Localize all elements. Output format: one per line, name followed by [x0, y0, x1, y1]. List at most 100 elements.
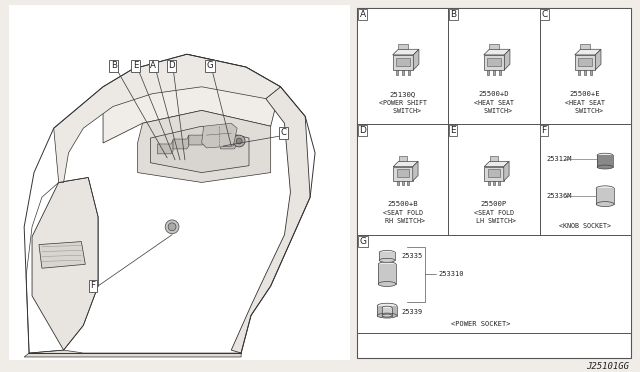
Polygon shape: [138, 110, 271, 182]
Bar: [596, 188, 614, 204]
Circle shape: [233, 135, 245, 147]
Circle shape: [236, 138, 242, 144]
Text: D: D: [168, 61, 175, 70]
Ellipse shape: [596, 186, 614, 191]
Ellipse shape: [597, 153, 613, 157]
Polygon shape: [575, 55, 595, 70]
Ellipse shape: [377, 303, 397, 308]
Text: C: C: [541, 10, 548, 19]
Polygon shape: [54, 54, 280, 182]
Polygon shape: [393, 49, 419, 55]
Ellipse shape: [597, 165, 613, 169]
Bar: [396, 70, 398, 74]
Bar: [499, 70, 500, 74]
Text: B: B: [111, 61, 117, 70]
Text: 25500+D: 25500+D: [479, 91, 509, 97]
Text: 25130Q: 25130Q: [390, 91, 416, 97]
Text: 25312M: 25312M: [547, 156, 572, 162]
Circle shape: [168, 223, 176, 231]
Text: <HEAT SEAT
  SWITCH>: <HEAT SEAT SWITCH>: [474, 100, 514, 113]
Text: 25500+B: 25500+B: [388, 201, 419, 207]
Text: G: G: [207, 61, 213, 70]
Ellipse shape: [378, 262, 396, 267]
Text: E: E: [132, 61, 138, 70]
Bar: [493, 181, 495, 185]
Polygon shape: [39, 241, 85, 268]
Polygon shape: [173, 135, 189, 149]
Bar: [449, 124, 540, 235]
Polygon shape: [595, 49, 601, 70]
Polygon shape: [490, 156, 499, 161]
Bar: [579, 70, 580, 74]
Polygon shape: [488, 58, 500, 66]
Text: G: G: [360, 237, 367, 246]
Bar: [358, 124, 449, 235]
Bar: [358, 235, 630, 333]
Polygon shape: [579, 58, 591, 66]
Text: B: B: [451, 10, 456, 19]
Polygon shape: [396, 58, 410, 66]
Text: <HEAT SEAT
  SWITCH>: <HEAT SEAT SWITCH>: [565, 100, 605, 113]
Text: 25500+E: 25500+E: [570, 91, 600, 97]
Ellipse shape: [379, 250, 395, 254]
Bar: [499, 181, 500, 185]
Polygon shape: [484, 49, 510, 55]
Text: 25500P: 25500P: [481, 201, 507, 207]
Polygon shape: [490, 44, 499, 49]
Text: <POWER SHIFT
  SWITCH>: <POWER SHIFT SWITCH>: [379, 100, 427, 113]
Bar: [378, 264, 396, 284]
Polygon shape: [32, 177, 98, 350]
Bar: [449, 8, 540, 124]
Ellipse shape: [379, 259, 395, 262]
Polygon shape: [580, 44, 589, 49]
Polygon shape: [157, 140, 173, 154]
Text: 25339: 25339: [402, 309, 423, 315]
Bar: [377, 306, 397, 315]
Text: F: F: [90, 281, 95, 290]
Bar: [382, 308, 392, 315]
Polygon shape: [484, 167, 504, 181]
Ellipse shape: [382, 306, 392, 309]
Polygon shape: [24, 350, 241, 357]
Polygon shape: [575, 49, 601, 55]
Polygon shape: [189, 131, 205, 145]
Bar: [584, 70, 586, 74]
Bar: [597, 155, 613, 167]
Ellipse shape: [382, 314, 392, 317]
Bar: [589, 70, 591, 74]
Polygon shape: [484, 55, 504, 70]
Polygon shape: [397, 169, 409, 177]
Text: 253310: 253310: [438, 271, 464, 277]
Text: D: D: [360, 126, 366, 135]
Text: C: C: [280, 128, 287, 137]
Polygon shape: [484, 161, 509, 167]
Bar: [408, 181, 409, 185]
Polygon shape: [504, 161, 509, 181]
Ellipse shape: [377, 313, 397, 318]
Bar: [540, 8, 630, 124]
Polygon shape: [413, 161, 418, 181]
Text: F: F: [541, 126, 547, 135]
Polygon shape: [398, 44, 408, 49]
Bar: [488, 70, 490, 74]
Bar: [10, 5, 349, 360]
Text: E: E: [451, 126, 456, 135]
Polygon shape: [205, 132, 220, 146]
Polygon shape: [150, 126, 249, 173]
Text: J25101GG: J25101GG: [586, 362, 628, 371]
Text: <SEAT FOLD
 RH SWITCH>: <SEAT FOLD RH SWITCH>: [381, 210, 425, 224]
Bar: [488, 181, 490, 185]
Ellipse shape: [596, 202, 614, 206]
Polygon shape: [488, 169, 500, 177]
Circle shape: [165, 220, 179, 234]
Bar: [379, 253, 395, 260]
Bar: [493, 70, 495, 74]
Polygon shape: [399, 156, 408, 161]
Polygon shape: [202, 123, 237, 148]
Ellipse shape: [378, 282, 396, 286]
Bar: [358, 8, 449, 124]
Text: A: A: [360, 10, 365, 19]
Bar: [540, 124, 630, 235]
Text: <SEAT FOLD
 LH SWITCH>: <SEAT FOLD LH SWITCH>: [472, 210, 516, 224]
Bar: [402, 181, 404, 185]
